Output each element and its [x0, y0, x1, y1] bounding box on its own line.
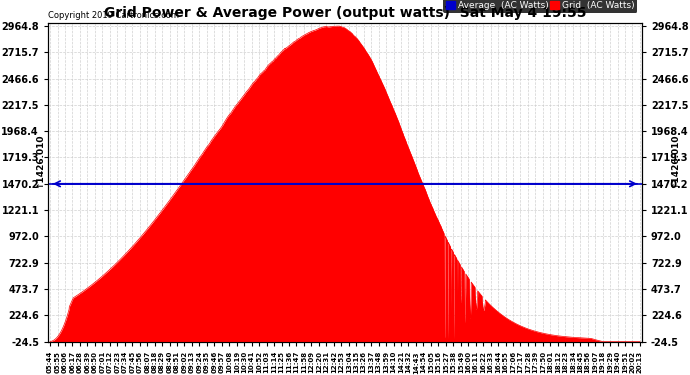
- Text: ↑1426.010: ↑1426.010: [35, 134, 44, 189]
- Text: ↑1426.010: ↑1426.010: [670, 134, 679, 189]
- Text: Copyright 2019 Cartronics.com: Copyright 2019 Cartronics.com: [48, 10, 179, 20]
- Title: Grid Power & Average Power (output watts)  Sat May 4 19:55: Grid Power & Average Power (output watts…: [104, 6, 586, 20]
- Legend: Average  (AC Watts), Grid  (AC Watts): Average (AC Watts), Grid (AC Watts): [444, 0, 638, 13]
